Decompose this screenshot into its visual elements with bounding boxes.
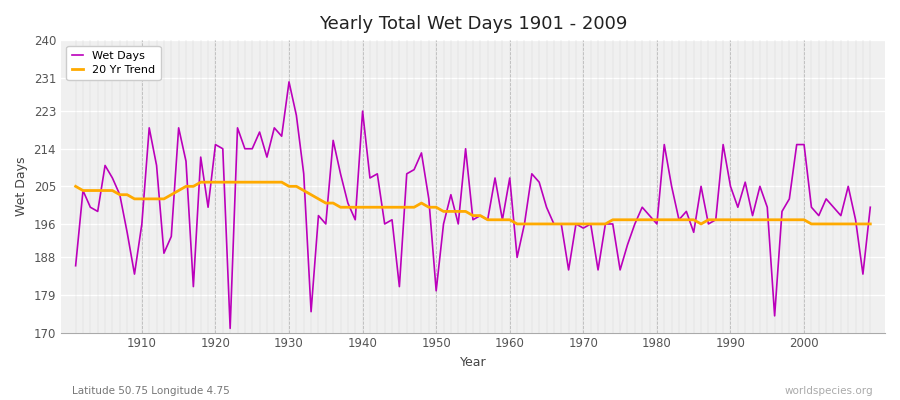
Legend: Wet Days, 20 Yr Trend: Wet Days, 20 Yr Trend — [67, 46, 161, 80]
Wet Days — [865, 205, 876, 210]
Line: Wet Days: Wet Days — [76, 82, 870, 328]
20 Yr Trend — [298, 188, 309, 193]
Title: Yearly Total Wet Days 1901 - 2009: Yearly Total Wet Days 1901 - 2009 — [319, 15, 627, 33]
Wet Days — [129, 272, 140, 276]
20 Yr Trend — [512, 222, 523, 226]
Wet Days — [225, 326, 236, 331]
20 Yr Trend — [504, 217, 515, 222]
20 Yr Trend — [343, 205, 354, 210]
Wet Days — [608, 222, 618, 226]
Wet Days — [284, 80, 294, 84]
20 Yr Trend — [129, 196, 140, 201]
20 Yr Trend — [608, 217, 618, 222]
Line: 20 Yr Trend: 20 Yr Trend — [76, 182, 870, 224]
Y-axis label: Wet Days: Wet Days — [15, 156, 28, 216]
Wet Days — [512, 255, 523, 260]
20 Yr Trend — [519, 222, 530, 226]
X-axis label: Year: Year — [460, 356, 486, 369]
Wet Days — [350, 217, 361, 222]
20 Yr Trend — [195, 180, 206, 184]
20 Yr Trend — [865, 222, 876, 226]
Wet Days — [70, 263, 81, 268]
20 Yr Trend — [70, 184, 81, 189]
Text: worldspecies.org: worldspecies.org — [785, 386, 873, 396]
Wet Days — [519, 222, 530, 226]
Text: Latitude 50.75 Longitude 4.75: Latitude 50.75 Longitude 4.75 — [72, 386, 230, 396]
Wet Days — [306, 309, 317, 314]
